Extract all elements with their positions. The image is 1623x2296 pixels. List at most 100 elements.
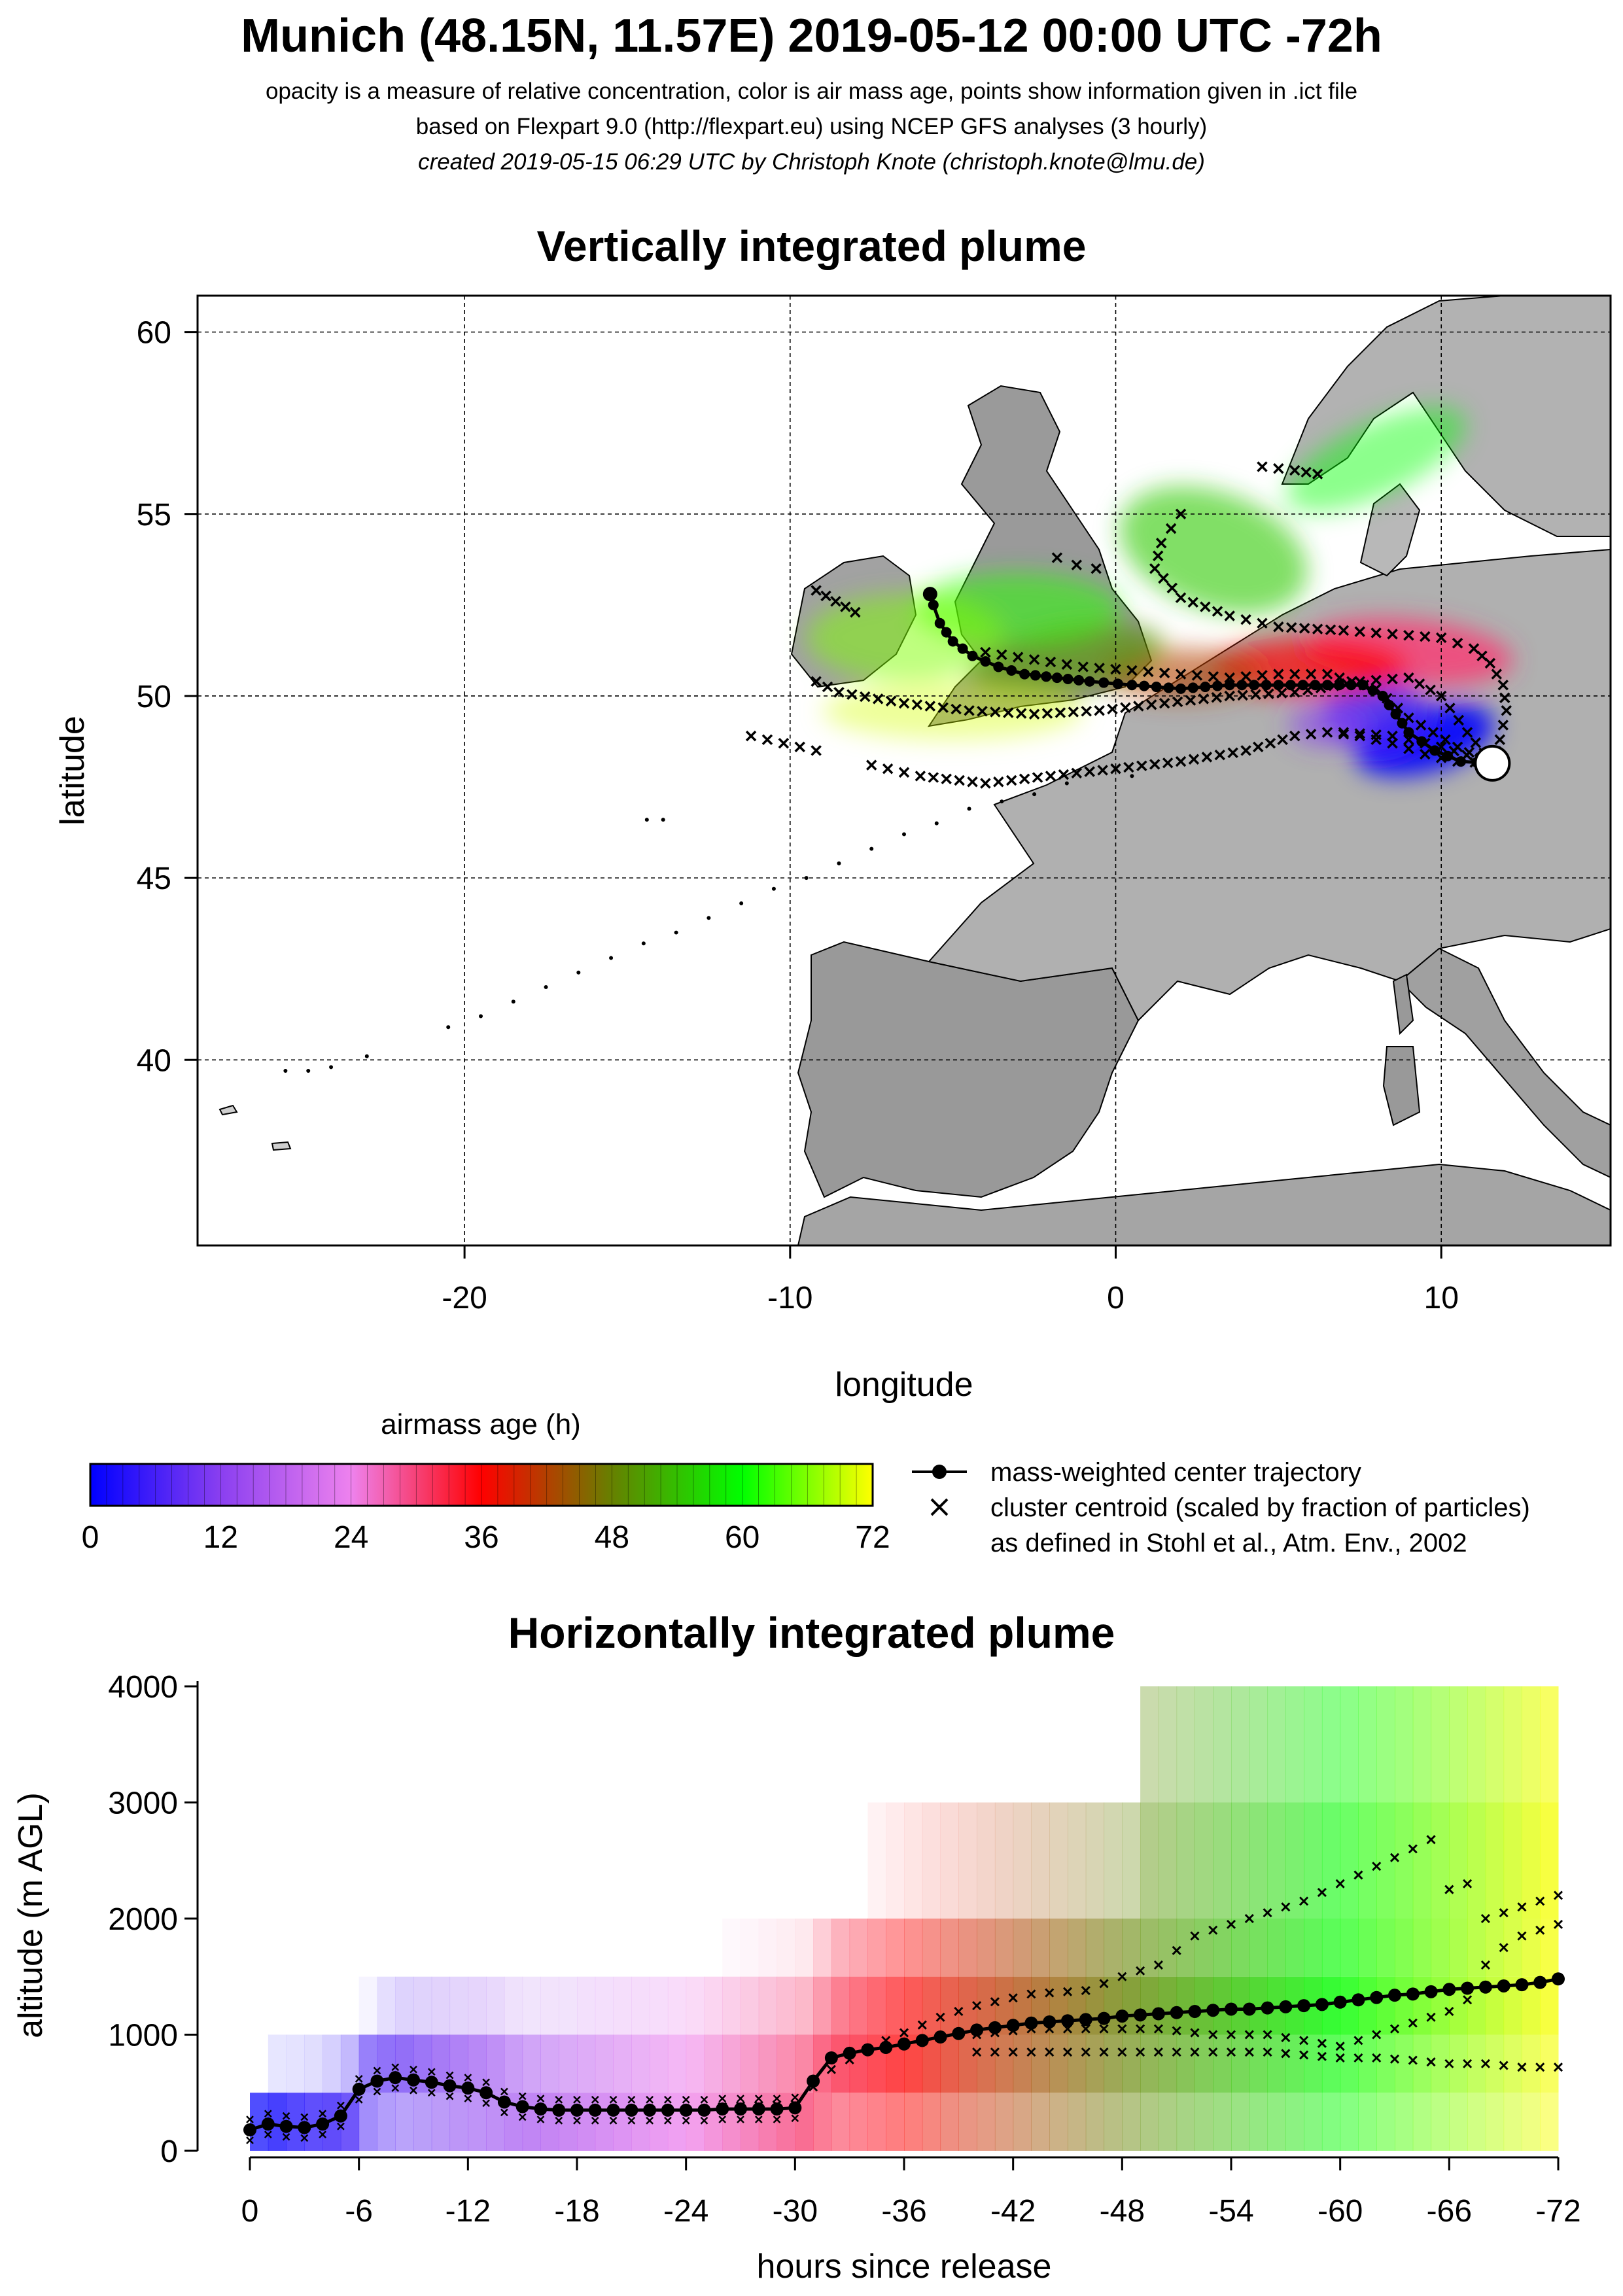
altitude-cluster-3-pt-8-1 — [1463, 2059, 1473, 2068]
map-center-point-29 — [1151, 682, 1162, 693]
altitude-cell-h60-b4 — [1340, 1802, 1359, 1919]
altitude-cell-h53-b1 — [1213, 2034, 1232, 2093]
altitude-center-point-28 — [752, 2102, 765, 2116]
altitude-cluster-2-pt-7-0 — [1335, 2042, 1345, 2051]
altitude-xtick-label-6: -36 — [881, 2194, 926, 2229]
altitude-cell-h27-b3 — [741, 1919, 759, 1977]
map-cluster-marker-76 — [1107, 703, 1118, 715]
land-north-africa — [797, 1163, 1611, 1245]
map-cluster-marker-24 — [1136, 760, 1147, 772]
map-center-point-15 — [1322, 680, 1333, 691]
map-y-axis: 40 45 50 55 60 — [137, 316, 198, 1078]
altitude-near-lower-3 — [300, 2134, 309, 2142]
sparse-dot-10 — [641, 941, 646, 946]
altitude-center-point-69 — [1497, 1979, 1510, 1992]
altitude-xtick-label-5: -30 — [773, 2194, 818, 2229]
altitude-center-point-67 — [1461, 1981, 1475, 1995]
altitude-cell-h55-b1 — [1249, 2034, 1268, 2093]
map-cluster-marker-197 — [1289, 464, 1300, 476]
altitude-cluster-1-pt-8-0 — [1117, 1972, 1127, 1981]
altitude-near-upper-6 — [355, 2075, 363, 2083]
map-cluster-marker-92 — [898, 697, 910, 709]
map-center-point-49 — [928, 599, 939, 610]
map-cluster-marker-44 — [865, 759, 877, 771]
altitude-cluster-3-pt-6-1 — [1389, 2054, 1400, 2064]
altitude-cell-h10-b2 — [431, 1976, 451, 2035]
altitude-cluster-1-pt-2-0 — [826, 2064, 836, 2074]
map-cluster-marker-128 — [1094, 663, 1105, 674]
altitude-cluster-2-pt-6-0 — [1299, 2036, 1309, 2045]
map-cluster-marker-192 — [830, 596, 841, 607]
altitude-cell-h59-b4 — [1321, 1802, 1341, 1919]
map-cluster-marker-173 — [1175, 508, 1187, 520]
altitude-cell-h25-b1 — [704, 2034, 723, 2093]
altitude-cell-h9-b0 — [413, 2093, 432, 2151]
altitude-cell-h58-b4 — [1304, 1802, 1323, 1919]
altitude-cell-h38-b1 — [940, 2034, 959, 2093]
altitude-near-lower-6 — [355, 2096, 363, 2104]
altitude-cell-h26-b3 — [722, 1919, 741, 1977]
map-cluster-marker-118 — [1257, 670, 1268, 681]
map-cluster-marker-71 — [1172, 696, 1183, 708]
altitude-cell-h36-b4 — [904, 1802, 923, 1919]
altitude-center-point-42 — [1006, 2019, 1020, 2032]
altitude-near-upper-27 — [737, 2095, 744, 2103]
altitude-cell-h34-b2 — [867, 1976, 886, 2035]
altitude-cell-h25-b2 — [704, 1976, 723, 2035]
map-cluster-marker-158 — [1286, 622, 1297, 633]
map-ytick-label-2: 50 — [137, 680, 171, 714]
map-center-point-24 — [1212, 680, 1223, 691]
altitude-cluster-4-pt-1-0 — [1463, 1879, 1473, 1888]
altitude-near-upper-21 — [627, 2096, 636, 2104]
altitude-near-lower-19 — [591, 2116, 599, 2125]
map-cluster-marker-51 — [1435, 690, 1447, 702]
legend-cluster-label: cluster centroid (scaled by fraction of … — [990, 1493, 1530, 1522]
altitude-cell-h41-b1 — [994, 2034, 1014, 2093]
altitude-center-point-45 — [1061, 2014, 1074, 2028]
altitude-cell-h37-b0 — [922, 2093, 941, 2151]
altitude-xtick-label-11: -66 — [1427, 2194, 1472, 2229]
altitude-center-point-60 — [1333, 1995, 1347, 2009]
altitude-cell-h15-b1 — [522, 2034, 541, 2093]
altitude-cell-h71-b0 — [1540, 2093, 1559, 2151]
map-cluster-marker-85 — [990, 706, 1001, 718]
altitude-series — [243, 1835, 1565, 2144]
altitude-cell-h65-b0 — [1431, 2093, 1450, 2151]
map-cluster-marker-149 — [1420, 631, 1431, 642]
altitude-cell-h49-b4 — [1140, 1802, 1159, 1919]
altitude-cell-h13-b2 — [486, 1976, 505, 2035]
map-cluster-marker-78 — [1081, 706, 1092, 717]
map-cluster-marker-193 — [840, 601, 851, 612]
map-cluster-marker-91 — [911, 699, 923, 710]
map-cluster-marker-55 — [1387, 673, 1398, 685]
altitude-cell-h20-b1 — [613, 2034, 632, 2093]
map-cluster-marker-162 — [1224, 610, 1235, 621]
altitude-center-point-26 — [716, 2102, 729, 2116]
map-center-point-31 — [1126, 680, 1138, 691]
map-cluster-marker-185 — [745, 730, 757, 742]
map-cluster-marker-41 — [915, 771, 926, 782]
altitude-cluster-2-pt-2-3 — [1136, 2024, 1145, 2034]
altitude-cell-h35-b2 — [886, 1976, 905, 2035]
altitude-cluster-1-pt-9-1 — [1172, 1945, 1181, 1955]
altitude-center-point-54 — [1225, 2002, 1238, 2016]
land-corsica — [1392, 973, 1414, 1035]
altitude-cell-h68-b4 — [1485, 1802, 1505, 1919]
altitude-xtick-label-8: -48 — [1100, 2194, 1145, 2229]
map-cluster-marker-90 — [924, 701, 936, 712]
altitude-cell-h6-b2 — [358, 1976, 377, 2035]
map-cluster-marker-146 — [1468, 643, 1480, 654]
altitude-cell-h33-b3 — [849, 1919, 868, 1977]
legend-center-label: mass-weighted center trajectory — [990, 1458, 1361, 1487]
altitude-cluster-4-pt-end — [1553, 1890, 1563, 1900]
map-cluster-marker-88 — [951, 703, 962, 715]
colorbar-tick-label-1: 12 — [203, 1520, 238, 1555]
map-cluster-marker-80 — [1055, 707, 1066, 718]
altitude-center-point-0 — [243, 2123, 256, 2137]
altitude-cell-h42-b0 — [1013, 2093, 1032, 2151]
map-cluster-marker-191 — [820, 590, 831, 602]
altitude-cell-h61-b4 — [1358, 1802, 1377, 1919]
altitude-near-upper-9 — [410, 2065, 417, 2074]
map-center-point-11 — [1367, 685, 1378, 696]
altitude-cell-h52-b1 — [1195, 2034, 1213, 2093]
